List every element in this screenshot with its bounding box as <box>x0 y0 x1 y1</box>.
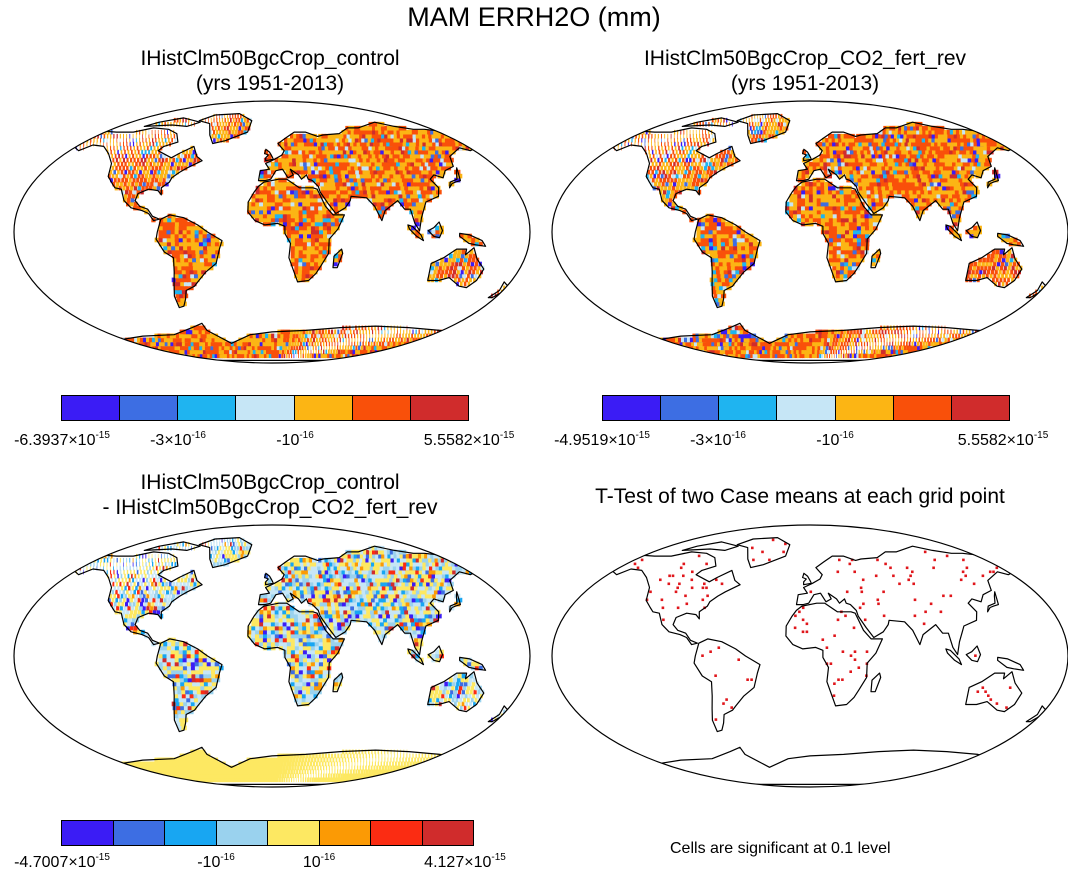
panel-diff-title-line1: IHistClm50BgcCrop_control <box>20 470 520 495</box>
cbar-diff-label-2: 10-16 <box>303 852 335 872</box>
colorbar-swatch <box>371 821 423 845</box>
colorbar-swatch <box>952 396 1009 420</box>
map-border <box>552 525 1068 787</box>
colorbar-swatch <box>320 821 372 845</box>
panel-control-title-line1: IHistClm50BgcCrop_control <box>40 46 500 71</box>
panel-control-title-line2: (yrs 1951-2013) <box>40 71 500 96</box>
cbar-control-label-0: -6.3937×10-15 <box>14 430 110 450</box>
colorbar-swatch <box>217 821 269 845</box>
land-cells <box>75 114 509 358</box>
colorbar-swatch <box>719 396 777 420</box>
cbar-diff-label-1: -10-16 <box>197 852 235 872</box>
cbar-control-label-1: -3×10-16 <box>150 430 206 450</box>
land-cells <box>75 538 509 782</box>
colorbar-control <box>61 395 469 421</box>
panel-control-title: IHistClm50BgcCrop_control (yrs 1951-2013… <box>40 46 500 96</box>
colorbar-co2-fert-rev <box>602 395 1010 421</box>
cbar-diff-label-0: -4.7007×10-15 <box>14 852 110 872</box>
cbar-co2-label-0: -4.9519×10-15 <box>554 430 650 450</box>
panel-ttest-title-line1: T-Test of two Case means at each grid po… <box>540 484 1060 509</box>
colorbar-swatch <box>62 396 120 420</box>
cbar-co2-label-2: -10-16 <box>816 430 854 450</box>
map-control <box>12 100 532 364</box>
map-ttest <box>550 524 1068 788</box>
map-co2-fert-rev <box>550 100 1068 364</box>
colorbar-swatch <box>423 821 474 845</box>
colorbar-swatch <box>114 821 166 845</box>
land-cells <box>613 114 1047 358</box>
panel-diff-title: IHistClm50BgcCrop_control - IHistClm50Bg… <box>20 470 520 520</box>
panel-diff-title-line2: - IHistClm50BgcCrop_CO2_fert_rev <box>20 495 520 520</box>
cbar-co2-label-3: 5.5582×10-15 <box>958 430 1049 450</box>
cbar-control-label-3: 5.5582×10-15 <box>424 430 515 450</box>
map-difference <box>12 524 532 788</box>
colorbar-swatch <box>411 396 468 420</box>
colorbar-swatch <box>165 821 217 845</box>
cbar-co2-label-1: -3×10-16 <box>690 430 746 450</box>
colorbar-swatch <box>836 396 894 420</box>
colorbar-swatch <box>603 396 661 420</box>
colorbar-swatch <box>295 396 353 420</box>
panel-ttest-title: T-Test of two Case means at each grid po… <box>540 484 1060 509</box>
colorbar-swatch <box>353 396 411 420</box>
figure-title: MAM ERRH2O (mm) <box>0 2 1068 33</box>
colorbar-difference <box>61 820 474 846</box>
panel-co2-title: IHistClm50BgcCrop_CO2_fert_rev (yrs 1951… <box>570 46 1040 96</box>
colorbar-swatch <box>120 396 178 420</box>
panel-co2-title-line1: IHistClm50BgcCrop_CO2_fert_rev <box>570 46 1040 71</box>
colorbar-swatch <box>894 396 952 420</box>
colorbar-swatch <box>62 821 114 845</box>
colorbar-swatch <box>268 821 320 845</box>
cbar-control-label-2: -10-16 <box>276 430 314 450</box>
colorbar-swatch <box>777 396 835 420</box>
colorbar-swatch <box>178 396 236 420</box>
colorbar-swatch <box>661 396 719 420</box>
panel-co2-title-line2: (yrs 1951-2013) <box>570 71 1040 96</box>
significance-note: Cells are significant at 0.1 level <box>670 840 891 858</box>
cbar-diff-label-3: 4.127×10-15 <box>424 852 506 872</box>
colorbar-swatch <box>236 396 294 420</box>
land-cells <box>634 539 1012 721</box>
